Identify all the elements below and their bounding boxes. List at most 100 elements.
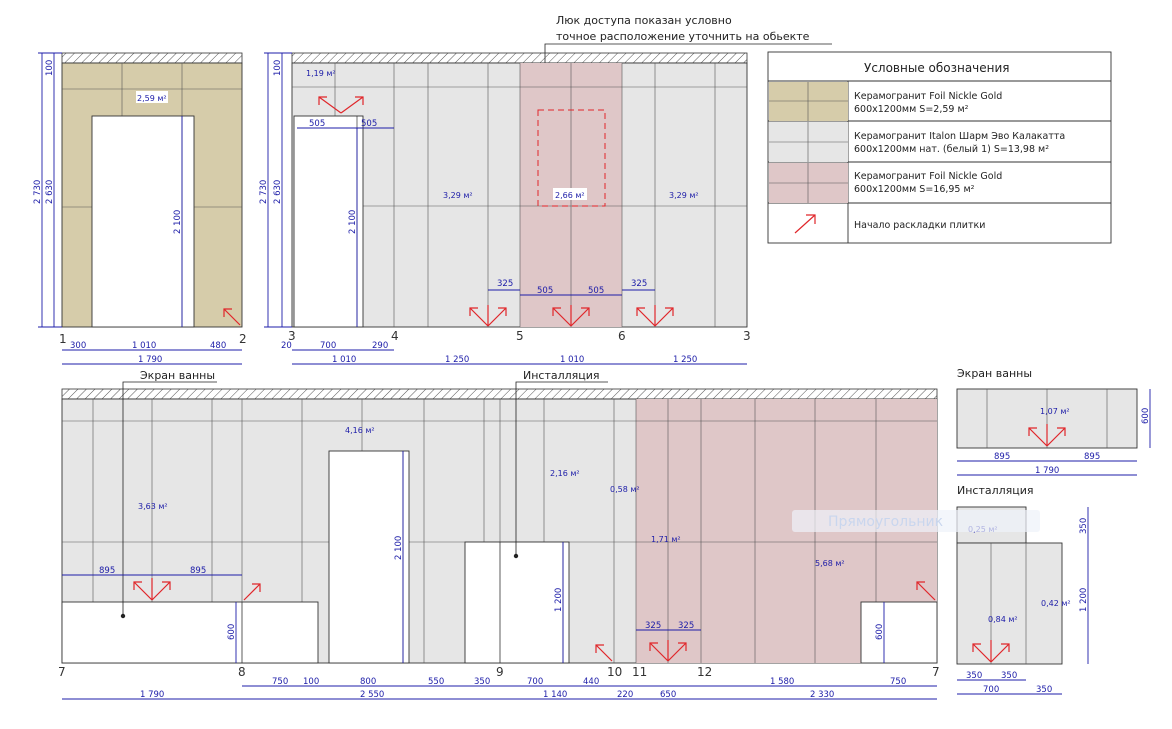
wall-3-dim-1580: 1 580 (770, 677, 794, 687)
tile-start-arrow-icon (636, 305, 674, 327)
bath-screen-note: Экран ванны (140, 369, 215, 382)
installation-note: Инсталляция (523, 369, 600, 382)
wall-1-door-opening (91, 115, 195, 328)
axis-label: 10 (607, 665, 622, 679)
axis-label: 8 (238, 665, 246, 679)
wall-2-dim-1250: 1 250 (445, 355, 469, 365)
wall-3-dim-1200: 1 200 (554, 588, 564, 612)
tile-start-arrow-icon (552, 305, 590, 327)
wall-2-door-opening (293, 115, 364, 328)
installation-detail-area: 0,42 м² (1041, 599, 1071, 608)
legend-item-1-line2: 600х1200мм S=2,59 м² (854, 104, 969, 115)
wall-2-dim-20: 20 (281, 341, 292, 351)
axis-label: 12 (697, 665, 712, 679)
wall-2-dim-700: 700 (320, 341, 336, 351)
axis-label: 7 (58, 665, 66, 679)
bath-screen-detail-dim-895: 895 (1084, 452, 1100, 462)
bath-screen-detail-dim-895: 895 (994, 452, 1010, 462)
wall-3-area-label: 4,16 м² (345, 426, 375, 435)
wall-3-area-label: 0,58 м² (610, 485, 640, 494)
wall-3-dim-1790: 1 790 (140, 690, 164, 700)
access-hatch-note-line1: Люк доступа показан условно (556, 14, 732, 27)
wall-3-dim-440: 440 (583, 677, 599, 687)
legend-item-4-line1: Начало раскладки плитки (854, 220, 985, 231)
wall-3-dim-325: 325 (678, 621, 694, 631)
wall-2-dim-505: 505 (361, 119, 377, 129)
tile-start-arrow-icon (972, 640, 1010, 663)
axis-label: 3 (288, 329, 296, 343)
wall-2-dim-1250: 1 250 (673, 355, 697, 365)
tile-start-arrow-icon (794, 214, 816, 234)
wall-2-dim-2630: 2 630 (273, 180, 283, 204)
wall-2-dim-290: 290 (372, 341, 388, 351)
wall-2-dim-1010: 1 010 (332, 355, 356, 365)
axis-label: 3 (743, 329, 751, 343)
axis-label: 5 (516, 329, 524, 343)
tile-start-arrow-icon (649, 640, 687, 662)
wall-2-area-label: 3,29 м² (669, 191, 699, 200)
axis-label: 7 (932, 665, 940, 679)
wall-1-elevation: 2,59 м² 100 2 730 2 630 2 100 1 2 300 1 … (33, 52, 247, 365)
axis-label: 11 (632, 665, 647, 679)
wall-3-dim-800: 800 (360, 677, 376, 687)
wall-2-area-label: 2,66 м² (555, 191, 585, 200)
wall-3-dim-2550: 2 550 (360, 690, 384, 700)
wall-2-area-label: 1,19 м² (306, 69, 336, 78)
wall-3-dim-600: 600 (227, 624, 237, 640)
wall-3-dim-750: 750 (272, 677, 288, 687)
access-hatch-outline (537, 109, 606, 207)
bath-screen-detail-area: 1,07 м² (1040, 407, 1070, 416)
installation-detail-title: Инсталляция (957, 484, 1034, 497)
wall-2-dim-325: 325 (631, 279, 647, 289)
wall-2-dim-100: 100 (273, 60, 283, 76)
wall-3-dim-600: 600 (875, 624, 885, 640)
wall-3-dim-325: 325 (645, 621, 661, 631)
wall-3-area-label: 1,71 м² (651, 535, 681, 544)
legend-swatch-gold (769, 82, 848, 121)
axis-label: 2 (239, 332, 247, 346)
installation-detail-area: 0,84 м² (988, 615, 1018, 624)
axis-label: 1 (59, 332, 67, 346)
installation-block (464, 541, 570, 664)
wall-2-dim-2100: 2 100 (348, 210, 358, 234)
installation-detail-dim-350: 350 (966, 671, 982, 681)
wall-3-dim-2330: 2 330 (810, 690, 834, 700)
wall-2-area-label: 3,29 м² (443, 191, 473, 200)
tile-start-arrow-icon (469, 305, 507, 327)
wall-3-low-block (860, 601, 938, 664)
wall-2-dim-2730: 2 730 (259, 180, 269, 204)
wall-2-dim-505: 505 (537, 286, 553, 296)
wall-2-dim-1010: 1 010 (560, 355, 584, 365)
shape-tooltip-label: Прямоугольник (828, 514, 943, 530)
wall-3-dim-2100: 2 100 (394, 536, 404, 560)
wall-1-area-label: 2,59 м² (137, 94, 167, 103)
legend-item-3-line1: Керамогранит Foil Nickle Gold (854, 171, 1002, 182)
legend: Условные обозначения Керамогранит Foil N… (767, 51, 1112, 244)
wall-3-area-label: 5,68 м² (815, 559, 845, 568)
wall-3-area-label: 3,63 м² (138, 502, 168, 511)
wall-1-dim-1010: 1 010 (132, 341, 156, 351)
axis-label: 6 (618, 329, 626, 343)
installation-detail-dim-700: 700 (983, 685, 999, 695)
tile-start-arrow-icon (1028, 424, 1066, 447)
bath-screen-block (61, 601, 319, 664)
bath-screen-detail-dim-600: 600 (1141, 408, 1151, 424)
axis-label: 9 (496, 665, 504, 679)
wall-3-dim-550: 550 (428, 677, 444, 687)
tile-start-arrow-icon (318, 96, 364, 114)
bath-screen-detail-dim-1790: 1 790 (1035, 466, 1059, 476)
installation-detail-dim-350: 350 (1036, 685, 1052, 695)
bath-screen-detail-title: Экран ванны (957, 367, 1032, 380)
tile-start-arrow-icon (595, 644, 613, 662)
axis-label: 4 (391, 329, 399, 343)
installation-detail-dim-350: 350 (1001, 671, 1017, 681)
wall-3-dim-100: 100 (303, 677, 319, 687)
wall-1-dim-2630: 2 630 (45, 180, 55, 204)
legend-item-3-line2: 600х1200мм S=16,95 м² (854, 184, 975, 195)
legend-item-1-line1: Керамогранит Foil Nickle Gold (854, 91, 1002, 102)
shape-tooltip: Прямоугольник (792, 510, 1040, 532)
wall-3-door-opening (328, 450, 410, 664)
wall-3-dim-750: 750 (890, 677, 906, 687)
wall-3-dim-220: 220 (617, 690, 633, 700)
